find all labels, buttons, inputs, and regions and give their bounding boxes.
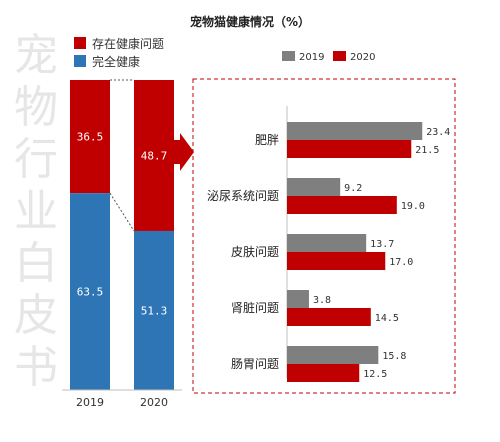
x-tick-label-2020: 2020 <box>140 396 168 409</box>
bar-2020-0 <box>287 140 412 158</box>
data-label-problem-2020: 48.7 <box>141 149 168 162</box>
category-label-0: 肥胖 <box>255 133 279 147</box>
legend-swatch-healthy <box>74 55 86 67</box>
bar-2020-4 <box>287 364 360 382</box>
data-label-2019-2: 13.7 <box>370 239 394 250</box>
detail-panel-border <box>192 78 456 394</box>
data-label-problem-2019: 36.5 <box>77 131 104 144</box>
legend-label-2019: 2019 <box>299 52 324 63</box>
category-label-3: 肾脏问题 <box>231 300 279 315</box>
chart-title: 宠物猫健康情况（%） <box>190 14 310 29</box>
data-label-2020-3: 14.5 <box>375 313 399 324</box>
category-label-1: 泌尿系统问题 <box>207 189 279 203</box>
data-label-2020-1: 19.0 <box>401 201 425 212</box>
legend-label-problem: 存在健康问题 <box>92 36 164 51</box>
data-label-2019-4: 15.8 <box>382 351 406 362</box>
legend-swatch-problem <box>74 37 86 49</box>
x-tick-label-2019: 2019 <box>76 396 104 409</box>
watermark-char: 宠 <box>14 30 58 81</box>
connector-line-split <box>109 192 135 232</box>
bar-2019-2 <box>287 234 367 252</box>
horizontal-bar-chart: 23.4 21.5 肥胖 9.2 19.0 泌尿系统问题 13.7 17.0 皮肤问题 3.8 14… <box>207 106 450 382</box>
bar-2019-0 <box>287 122 423 140</box>
bar-segment-healthy-2020 <box>134 230 174 390</box>
bar-2019-4 <box>287 346 379 364</box>
watermark-char: 物 <box>14 82 58 133</box>
legend-swatch-2019 <box>282 51 295 61</box>
bar-2019-3 <box>287 290 309 308</box>
data-label-healthy-2019: 63.5 <box>77 286 104 299</box>
bar-segment-healthy-2019 <box>70 193 110 390</box>
watermark-char: 皮 <box>14 290 58 341</box>
data-label-2019-0: 23.4 <box>426 127 450 138</box>
data-label-2020-0: 21.5 <box>415 145 439 156</box>
bar-2020-1 <box>287 196 397 214</box>
watermark-char: 业 <box>14 186 58 237</box>
bar-2019-1 <box>287 178 341 196</box>
data-label-healthy-2020: 51.3 <box>141 304 168 317</box>
stacked-bar-chart: 36.5 63.5 2019 48.7 51.3 2020 <box>62 79 182 409</box>
category-label-4: 肠胃问题 <box>231 357 279 371</box>
right-legend: 2019 2020 <box>282 51 375 63</box>
bar-2020-3 <box>287 308 371 326</box>
data-label-2020-4: 12.5 <box>363 369 387 380</box>
legend-label-healthy: 完全健康 <box>92 54 140 69</box>
watermark-char: 行 <box>14 134 58 185</box>
bar-segment-problem-2020 <box>134 80 174 231</box>
watermark-char: 白 <box>14 238 58 289</box>
left-legend: 存在健康问题 完全健康 <box>74 36 164 69</box>
bar-2020-2 <box>287 252 386 270</box>
data-label-2019-3: 3.8 <box>313 295 331 306</box>
data-label-2020-2: 17.0 <box>389 257 413 268</box>
data-label-2019-1: 9.2 <box>344 183 362 194</box>
legend-label-2020: 2020 <box>350 52 375 63</box>
watermark-char: 书 <box>14 342 58 393</box>
bar-segment-problem-2019 <box>70 80 110 194</box>
arrow-icon <box>170 133 194 171</box>
category-label-2: 皮肤问题 <box>231 244 279 259</box>
legend-swatch-2020 <box>333 51 346 61</box>
